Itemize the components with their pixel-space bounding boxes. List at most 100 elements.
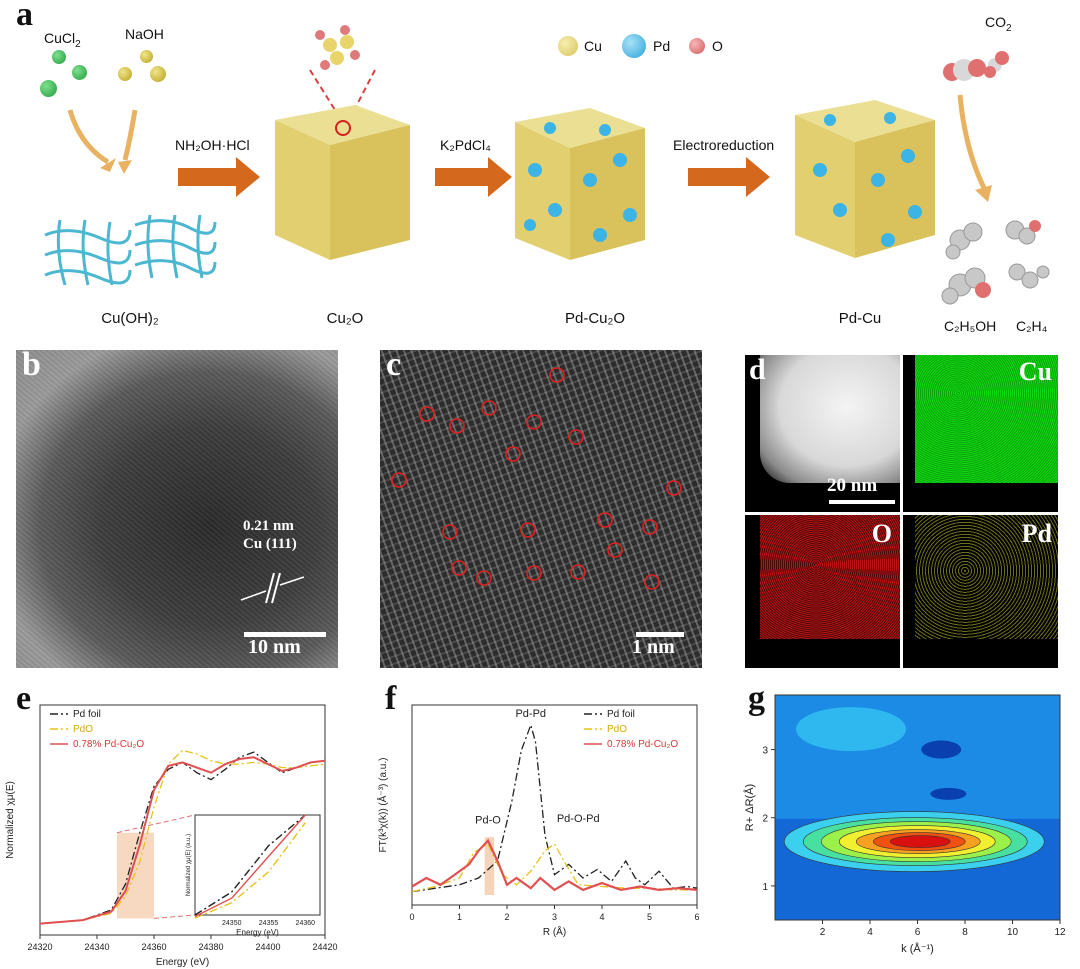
panel-c-haadf-image: c 1 nm [380, 350, 702, 668]
inset-tick-label: 24350 [222, 920, 242, 927]
series-line-0 [411, 722, 698, 893]
naoh-ball [140, 50, 153, 63]
x-tick-label: 8 [962, 927, 968, 938]
naoh-ball [118, 67, 132, 81]
x-tick-label: 2 [504, 912, 509, 922]
pd-signal [915, 515, 1058, 639]
o-signal [760, 515, 900, 639]
particle-image [760, 355, 900, 483]
step1-label: NH₂OH·HCl [175, 137, 250, 153]
cu-legend-label: Cu [584, 38, 602, 54]
panel-b-tem-image: b 0.21 nm Cu (111) 10 nm [16, 350, 338, 668]
o-legend-label: O [712, 38, 723, 54]
step3-arrow [688, 157, 770, 197]
series-line-1 [39, 749, 326, 925]
plane-label: Cu (111) [243, 536, 297, 552]
pd-atom-markers [391, 367, 682, 590]
naoh-label: NaOH [125, 26, 164, 42]
cucl2-ball [52, 50, 66, 64]
legend-entry: Pd foil [607, 709, 635, 720]
cuoh2-label: Cu(OH)₂ [101, 310, 159, 327]
annotation-pd-pd: Pd-Pd [515, 708, 546, 720]
heatmap-feature [930, 787, 967, 800]
inset-connector [153, 914, 196, 919]
y-axis-label: Normalized χμ(E) [5, 781, 16, 859]
o-map-label: O [871, 519, 892, 548]
cu-legend-ball [558, 36, 578, 56]
legend-entry: 0.78% Pd-Cu₂O [73, 739, 144, 750]
x-tick-label: 24320 [27, 942, 52, 952]
panel-d-haadf: d 20 nm [745, 355, 900, 512]
merge-arrows [67, 109, 138, 174]
heatmap-body [775, 695, 1060, 920]
contour-ring [889, 835, 951, 848]
co2-molecules [943, 51, 1009, 81]
pdcu-label: Pd-Cu [838, 310, 882, 327]
y-tick-label: 1 [762, 882, 768, 893]
x-axis-label: Energy (eV) [156, 957, 209, 968]
panel-d-o-map: O [745, 515, 900, 668]
inset-frame [194, 814, 321, 916]
step3-label: Electroreduction [673, 137, 775, 153]
c2h4-label: C₂H₄ [1016, 318, 1048, 334]
x-tick-label: 1 [457, 912, 462, 922]
panel-e-label: e [16, 680, 32, 717]
x-tick-label: 24420 [312, 942, 337, 952]
legend-entry: PdO [73, 724, 93, 735]
scale-label-d: 20 nm [827, 475, 878, 496]
panel-d-cu-map: Cu [903, 355, 1058, 512]
step2-label: K₂PdCl₄ [440, 137, 491, 153]
inset-line-0 [194, 814, 306, 916]
inset-connector [116, 814, 196, 834]
series-line-2 [411, 838, 698, 892]
inset-tick-label: 24355 [259, 920, 279, 927]
pd-legend-ball [622, 34, 646, 58]
zoom-region [116, 832, 154, 919]
cucl2-label: CuCl2 [44, 30, 81, 50]
lattice-marker [240, 572, 305, 604]
x-tick-label: 24400 [255, 942, 280, 952]
y-tick-label: 2 [762, 814, 768, 825]
cu2o-cube [275, 25, 410, 260]
scale-bar-c [636, 632, 684, 637]
series-line-2 [39, 756, 326, 925]
product-molecules [941, 220, 1050, 305]
cu-map-label: Cu [1018, 357, 1052, 386]
x-tick-label: 24360 [141, 942, 166, 952]
x-tick-label: 6 [694, 912, 699, 922]
plot-frame [39, 704, 326, 936]
step2-arrow [435, 157, 512, 197]
inset-line-2 [194, 814, 306, 918]
x-tick-label: 6 [915, 927, 921, 938]
x-tick-label: 2 [820, 927, 826, 938]
cucl2-ball [72, 65, 87, 80]
inset-line-1 [194, 822, 306, 919]
panel-e-xanes-chart: 24320 24340 24360 24380 24400 24420 Energy (eV… [5, 704, 338, 968]
x-tick-label: 3 [552, 912, 557, 922]
pdcu-cube [795, 100, 935, 258]
pdcu2o-cube [515, 108, 645, 260]
y-axis-label: R+ ΔR(Å) [743, 784, 756, 831]
scale-label-c: 1 nm [632, 636, 675, 658]
scale-label-b: 10 nm [248, 636, 301, 658]
scale-bar-d [829, 500, 895, 504]
heatmap-feature [921, 740, 962, 759]
x-tick-label: 24340 [84, 942, 109, 952]
o-legend-ball [689, 38, 705, 54]
panel-a-label: a [16, 0, 33, 33]
x-tick-label: 4 [599, 912, 604, 922]
legend-entry: Pd foil [73, 709, 101, 720]
inset-y-label: Normalized χμ(E) (a.u.) [186, 834, 192, 896]
cu-signal [915, 355, 1058, 483]
legend-entry: 0.78% Pd-Cu₂O [607, 739, 678, 750]
heatmap-feature [796, 707, 906, 752]
inset-x-label: Energy (eV) [236, 928, 279, 937]
d-spacing-label: 0.21 nm [243, 518, 294, 534]
step1-arrow [178, 157, 260, 197]
panel-b-label: b [22, 350, 41, 383]
cuoh2-network [44, 214, 217, 286]
co2-reduction-arrow [957, 94, 992, 202]
pd-legend-label: Pd [653, 38, 671, 54]
x-axis-label: k (Å⁻¹) [901, 942, 934, 955]
pd-map-label: Pd [1021, 519, 1052, 548]
